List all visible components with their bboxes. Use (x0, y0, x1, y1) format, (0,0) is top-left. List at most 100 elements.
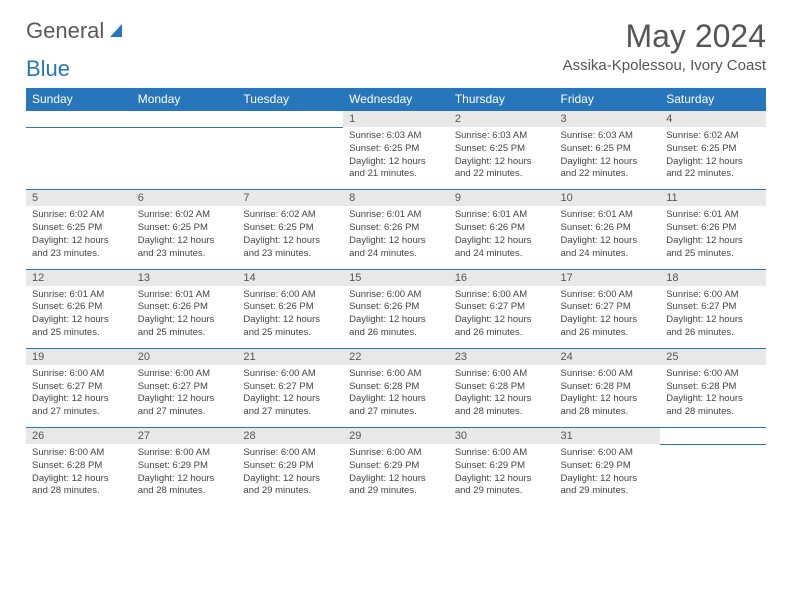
sunset-line: Sunset: 6:27 PM (138, 381, 232, 394)
day-header-friday: Friday (555, 88, 661, 111)
sunset-line: Sunset: 6:25 PM (455, 143, 549, 156)
logo-sail-icon (108, 22, 126, 40)
day-header-row: SundayMondayTuesdayWednesdayThursdayFrid… (26, 88, 766, 111)
day-header-monday: Monday (132, 88, 238, 111)
daylight-line: Daylight: 12 hours and 24 minutes. (455, 235, 549, 261)
day-number: 26 (26, 428, 132, 445)
week-content-row: Sunrise: 6:02 AMSunset: 6:25 PMDaylight:… (26, 206, 766, 269)
day-number: 7 (237, 190, 343, 207)
day-content: Sunrise: 6:00 AMSunset: 6:28 PMDaylight:… (660, 365, 766, 428)
day-number: 8 (343, 190, 449, 207)
day-number: 17 (555, 269, 661, 286)
sunrise-line: Sunrise: 6:03 AM (455, 130, 549, 143)
sunrise-line: Sunrise: 6:01 AM (561, 209, 655, 222)
empty-cell (660, 428, 766, 445)
day-number: 1 (343, 111, 449, 128)
sunset-line: Sunset: 6:26 PM (138, 301, 232, 314)
day-content: Sunrise: 6:00 AMSunset: 6:26 PMDaylight:… (343, 286, 449, 349)
daylight-line: Daylight: 12 hours and 24 minutes. (561, 235, 655, 261)
sunrise-line: Sunrise: 6:00 AM (138, 368, 232, 381)
sunset-line: Sunset: 6:28 PM (561, 381, 655, 394)
sunrise-line: Sunrise: 6:00 AM (138, 447, 232, 460)
sunrise-line: Sunrise: 6:00 AM (666, 368, 760, 381)
daylight-line: Daylight: 12 hours and 27 minutes. (138, 393, 232, 419)
sunrise-line: Sunrise: 6:00 AM (561, 368, 655, 381)
sunrise-line: Sunrise: 6:00 AM (455, 289, 549, 302)
day-content: Sunrise: 6:00 AMSunset: 6:28 PMDaylight:… (449, 365, 555, 428)
sunrise-line: Sunrise: 6:00 AM (455, 368, 549, 381)
daylight-line: Daylight: 12 hours and 26 minutes. (666, 314, 760, 340)
sunrise-line: Sunrise: 6:01 AM (138, 289, 232, 302)
sunrise-line: Sunrise: 6:00 AM (349, 289, 443, 302)
day-number: 3 (555, 111, 661, 128)
day-number: 31 (555, 428, 661, 445)
month-title: May 2024 (563, 18, 766, 55)
sunset-line: Sunset: 6:28 PM (349, 381, 443, 394)
day-header-tuesday: Tuesday (237, 88, 343, 111)
day-number: 24 (555, 348, 661, 365)
sunset-line: Sunset: 6:27 PM (455, 301, 549, 314)
day-content: Sunrise: 6:01 AMSunset: 6:26 PMDaylight:… (660, 206, 766, 269)
daylight-line: Daylight: 12 hours and 29 minutes. (455, 473, 549, 499)
daylight-line: Daylight: 12 hours and 25 minutes. (138, 314, 232, 340)
day-content: Sunrise: 6:00 AMSunset: 6:29 PMDaylight:… (449, 444, 555, 506)
day-content: Sunrise: 6:00 AMSunset: 6:29 PMDaylight:… (132, 444, 238, 506)
day-number: 2 (449, 111, 555, 128)
sunrise-line: Sunrise: 6:00 AM (243, 289, 337, 302)
day-content: Sunrise: 6:01 AMSunset: 6:26 PMDaylight:… (132, 286, 238, 349)
day-content: Sunrise: 6:00 AMSunset: 6:27 PMDaylight:… (132, 365, 238, 428)
sunrise-line: Sunrise: 6:02 AM (138, 209, 232, 222)
logo-text-2: Blue (26, 56, 70, 81)
day-number: 5 (26, 190, 132, 207)
week-num-row: 12131415161718 (26, 269, 766, 286)
sunrise-line: Sunrise: 6:00 AM (243, 447, 337, 460)
day-content: Sunrise: 6:02 AMSunset: 6:25 PMDaylight:… (660, 127, 766, 190)
day-number: 11 (660, 190, 766, 207)
day-content: Sunrise: 6:03 AMSunset: 6:25 PMDaylight:… (343, 127, 449, 190)
daylight-line: Daylight: 12 hours and 29 minutes. (243, 473, 337, 499)
daylight-line: Daylight: 12 hours and 27 minutes. (243, 393, 337, 419)
sunrise-line: Sunrise: 6:00 AM (349, 447, 443, 460)
daylight-line: Daylight: 12 hours and 21 minutes. (349, 156, 443, 182)
day-number: 13 (132, 269, 238, 286)
sunrise-line: Sunrise: 6:00 AM (666, 289, 760, 302)
day-content: Sunrise: 6:03 AMSunset: 6:25 PMDaylight:… (449, 127, 555, 190)
daylight-line: Daylight: 12 hours and 23 minutes. (243, 235, 337, 261)
week-num-row: 567891011 (26, 190, 766, 207)
sunrise-line: Sunrise: 6:00 AM (32, 368, 126, 381)
sunrise-line: Sunrise: 6:03 AM (349, 130, 443, 143)
sunset-line: Sunset: 6:26 PM (455, 222, 549, 235)
empty-cell (237, 111, 343, 128)
day-content: Sunrise: 6:02 AMSunset: 6:25 PMDaylight:… (237, 206, 343, 269)
sunset-line: Sunset: 6:25 PM (243, 222, 337, 235)
daylight-line: Daylight: 12 hours and 28 minutes. (32, 473, 126, 499)
week-num-row: 1234 (26, 111, 766, 128)
sunset-line: Sunset: 6:26 PM (243, 301, 337, 314)
sunset-line: Sunset: 6:26 PM (349, 222, 443, 235)
sunset-line: Sunset: 6:29 PM (561, 460, 655, 473)
daylight-line: Daylight: 12 hours and 26 minutes. (349, 314, 443, 340)
day-number: 18 (660, 269, 766, 286)
sunset-line: Sunset: 6:28 PM (455, 381, 549, 394)
sunset-line: Sunset: 6:25 PM (349, 143, 443, 156)
daylight-line: Daylight: 12 hours and 25 minutes. (243, 314, 337, 340)
empty-cell (660, 444, 766, 506)
sunset-line: Sunset: 6:29 PM (455, 460, 549, 473)
day-content: Sunrise: 6:02 AMSunset: 6:25 PMDaylight:… (26, 206, 132, 269)
day-number: 29 (343, 428, 449, 445)
day-number: 14 (237, 269, 343, 286)
day-number: 9 (449, 190, 555, 207)
sunset-line: Sunset: 6:25 PM (32, 222, 126, 235)
daylight-line: Daylight: 12 hours and 26 minutes. (455, 314, 549, 340)
day-content: Sunrise: 6:01 AMSunset: 6:26 PMDaylight:… (26, 286, 132, 349)
daylight-line: Daylight: 12 hours and 28 minutes. (561, 393, 655, 419)
empty-cell (26, 127, 132, 190)
empty-cell (237, 127, 343, 190)
sunset-line: Sunset: 6:26 PM (349, 301, 443, 314)
sunset-line: Sunset: 6:25 PM (561, 143, 655, 156)
sunrise-line: Sunrise: 6:03 AM (561, 130, 655, 143)
day-content: Sunrise: 6:01 AMSunset: 6:26 PMDaylight:… (343, 206, 449, 269)
week-num-row: 19202122232425 (26, 348, 766, 365)
daylight-line: Daylight: 12 hours and 23 minutes. (138, 235, 232, 261)
empty-cell (26, 111, 132, 128)
